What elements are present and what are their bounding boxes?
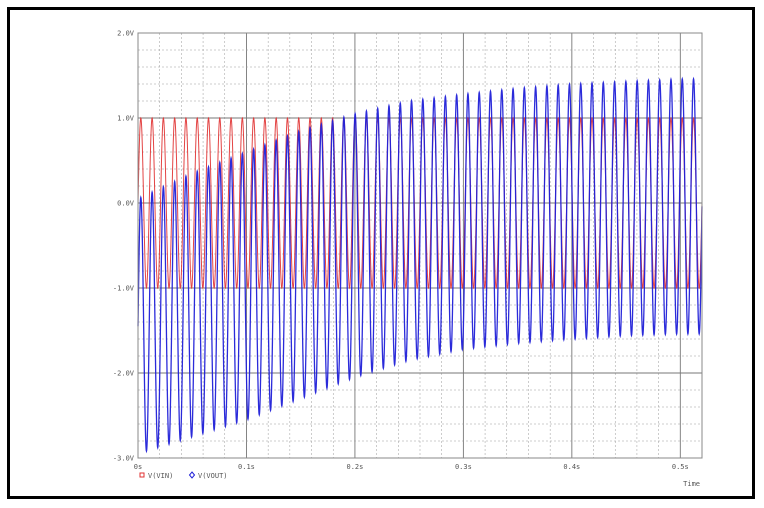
legend-entry-label: V(VIN): [148, 472, 173, 480]
y-tick-label: 2.0V: [117, 30, 135, 38]
chart-svg: 2.0V 1.0V 0.0V -1.0V -2.0V -3.0V 0s 0.1s 0.2s 0.…: [10, 10, 752, 496]
x-axis-label: Time: [683, 480, 700, 488]
y-tick-label: 0.0V: [117, 200, 135, 208]
x-tick-label: 0.4s: [563, 463, 580, 471]
x-tick-label: 0.1s: [238, 463, 255, 471]
x-tick-label: 0.3s: [455, 463, 472, 471]
y-axis-ticks: 2.0V 1.0V 0.0V -1.0V -2.0V -3.0V: [113, 30, 135, 463]
y-tick-label: -3.0V: [113, 455, 135, 463]
y-tick-label: 1.0V: [117, 115, 135, 123]
y-tick-label: -1.0V: [113, 285, 135, 293]
x-axis-ticks: 0s 0.1s 0.2s 0.3s 0.4s 0.5s: [134, 463, 689, 471]
chart-frame: 2.0V 1.0V 0.0V -1.0V -2.0V -3.0V 0s 0.1s 0.2s 0.…: [7, 7, 755, 499]
legend-entry-label: V(VOUT): [198, 472, 228, 480]
x-tick-label: 0.2s: [346, 463, 363, 471]
y-tick-label: -2.0V: [113, 370, 135, 378]
legend-marker-square: [140, 473, 144, 477]
legend-marker-diamond: [190, 472, 195, 478]
legend: V(VIN) V(VOUT): [140, 472, 228, 480]
x-tick-label: 0s: [134, 463, 142, 471]
x-tick-label: 0.5s: [672, 463, 689, 471]
